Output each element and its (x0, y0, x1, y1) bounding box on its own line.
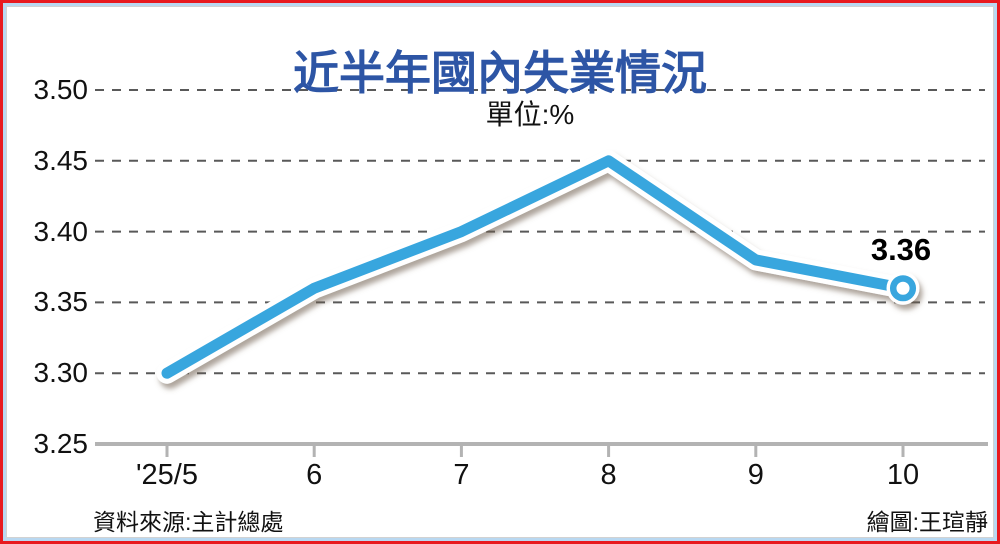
y-axis-label: 3.35 (33, 286, 89, 318)
axis-ticks (165, 446, 905, 457)
illustrator-credit-caption: 繪圖:王瑄靜 (866, 509, 988, 535)
y-axis-label: 3.50 (33, 74, 89, 105)
gridlines (95, 89, 988, 446)
data-source-caption: 資料來源:主計總處 (93, 509, 284, 535)
unemployment-line-series (156, 150, 920, 384)
chart-title: 近半年國內失業情況 (293, 46, 707, 99)
unit-label: 單位:% (485, 99, 575, 130)
last-point-value-label: 3.36 (870, 232, 932, 268)
y-axis-label: 3.25 (33, 428, 89, 459)
end-marker-icon (889, 275, 917, 302)
x-axis-label: 9 (747, 459, 764, 491)
x-axis-label: '25/5 (136, 459, 198, 491)
y-axis-label: 3.40 (33, 215, 89, 247)
x-axis-label: 10 (886, 459, 920, 491)
unemployment-line (161, 155, 909, 379)
x-axis-label: 7 (453, 459, 470, 491)
y-axis-label: 3.30 (33, 357, 89, 389)
x-axis-label: 6 (306, 459, 323, 491)
x-axis-label: 8 (600, 459, 617, 491)
y-axis-label: 3.45 (33, 144, 89, 176)
